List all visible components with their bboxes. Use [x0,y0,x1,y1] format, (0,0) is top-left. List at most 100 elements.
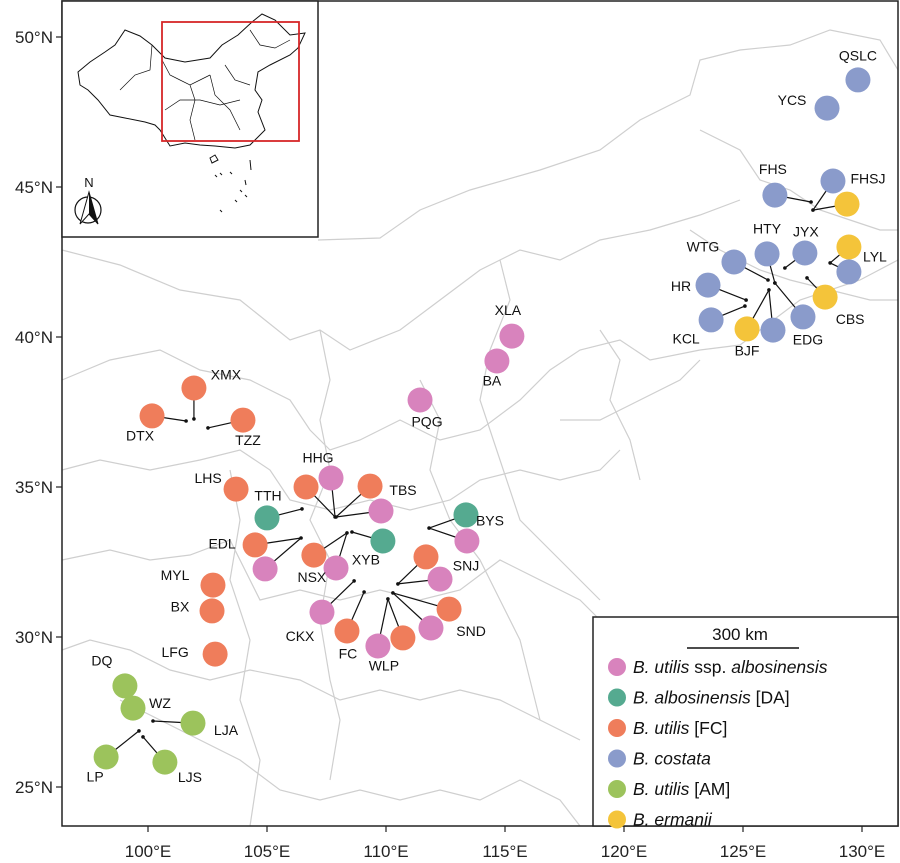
site-location-dot [352,579,356,583]
sample-point-hhg-ssp [318,465,344,491]
study-area-highlight [161,21,300,142]
scale-bar-label: 300 km [712,625,768,644]
x-axis-ticks: 100°E 105°E 110°E 115°E 120°E 125°E 130°E [125,826,886,861]
x-tick-label: 120°E [601,842,648,861]
sample-point-bys-da [453,502,479,528]
sample-point-dtx-fc [139,403,165,429]
legend-swatch [608,688,626,707]
site-label-xla: XLA [495,302,522,318]
legend-item-da: B. albosinensis [DA] [608,688,790,708]
sample-point-lyl-cos [836,259,862,285]
sample-point-qslc-cos [845,67,871,93]
sample-point-lja-am [180,710,206,736]
site-label-bx: BX [171,599,190,615]
sample-point-edl-ssp [252,556,278,582]
sample-point-ycs-cos [814,95,840,121]
sample-point-bys-ssp [454,528,480,554]
site-location-dot [345,531,349,535]
site-label-lfg: LFG [161,644,188,660]
site-label-pqg: PQG [411,414,442,430]
site-labels: QSLC YCS FHS FHSJ HTY JYX WTG LYL HR KCL BJF EDG CBS… [87,48,888,785]
site-label-fhs: FHS [759,161,787,177]
sample-point-nsx-ssp [323,555,349,581]
sample-point-tbs-fc [357,473,383,499]
site-label-ba: BA [483,373,502,389]
y-tick-label: 25°N [15,778,53,797]
sample-point-snj-fc [413,544,439,570]
legend-item-cos: B. costata [608,749,711,769]
y-tick-label: 45°N [15,178,53,197]
legend-swatch [608,719,626,737]
legend-label: B. utilis [AM] [633,779,730,799]
site-label-lhs: LHS [194,470,221,486]
legend-label: B. ermanii [633,810,713,830]
inset-map: N [61,0,319,238]
site-location-dot [206,426,210,430]
sample-point-edl-fc [242,532,268,558]
x-tick-label: 105°E [244,842,291,861]
site-label-snj: SNJ [453,558,479,574]
site-label-cbs: CBS [836,311,865,327]
site-location-dot [141,735,145,739]
site-location-dot [137,729,141,733]
site-label-tzz: TZZ [235,432,261,448]
sample-point-wz-am [120,695,146,721]
site-label-dtx: DTX [126,428,155,444]
x-tick-label: 110°E [363,842,408,861]
x-tick-label: 130°E [839,842,886,861]
site-label-xmx: XMX [211,367,242,383]
sample-point-jyx-cos [792,240,818,266]
site-label-bys: BYS [476,513,504,529]
legend-item-erm: B. ermanii [608,810,713,830]
site-location-dot [773,281,777,285]
sample-point-wtg-cos [721,249,747,275]
sample-point-fc-fc [334,618,360,644]
sample-point-fhsj-erm [834,191,860,217]
site-label-tbs: TBS [389,482,416,498]
site-location-dot [828,261,832,265]
y-tick-label: 40°N [15,328,53,347]
sample-point-tbs-ssp [368,498,394,524]
sample-point-hty-cos [754,241,780,267]
x-tick-label: 125°E [720,842,767,861]
y-tick-label: 35°N [15,478,53,497]
site-label-lp: LP [87,769,104,785]
legend-label: B. costata [633,749,711,769]
sample-point-cbs-erm [812,284,838,310]
province-boundaries [61,29,899,827]
site-location-dot [334,515,338,519]
site-location-dot [427,526,431,530]
site-location-dot [300,507,304,511]
site-label-bjf: BJF [735,343,760,359]
site-label-xyb: XYB [352,552,380,568]
sample-point-dq-am [112,673,138,699]
site-label-edg: EDG [793,332,823,348]
legend-swatch [608,780,626,798]
y-axis-ticks: 25°N 30°N 35°N 40°N 45°N 50°N [15,28,62,797]
legend-label: B. utilis ssp. albosinensis [633,657,828,677]
sample-point-bjf-erm [734,316,760,342]
site-label-dq: DQ [91,653,112,669]
sample-point-wlp-ssp [365,633,391,659]
site-label-wtg: WTG [687,239,720,255]
site-label-myl: MYL [161,567,190,583]
site-label-wlp: WLP [369,658,399,674]
y-tick-label: 30°N [15,628,53,647]
site-location-dot [767,288,771,292]
legend-item-am: B. utilis [AM] [608,779,730,799]
sample-point-lfg-fc [202,641,228,667]
site-label-tth: TTH [254,488,281,504]
north-arrow-icon: N [74,175,102,225]
sample-point-fhs-cos [762,182,788,208]
legend-item-fc: B. utilis [FC] [608,718,727,738]
china-outline [77,13,306,149]
site-location-dot [811,208,815,212]
site-label-snd: SND [456,623,486,639]
site-label-ckx: CKX [286,628,315,644]
sample-point-ljs-am [152,749,178,775]
site-label-jyx: JYX [793,224,819,240]
site-location-dot [766,278,770,282]
north-label: N [84,175,93,190]
sample-point-hr-cos [695,272,721,298]
